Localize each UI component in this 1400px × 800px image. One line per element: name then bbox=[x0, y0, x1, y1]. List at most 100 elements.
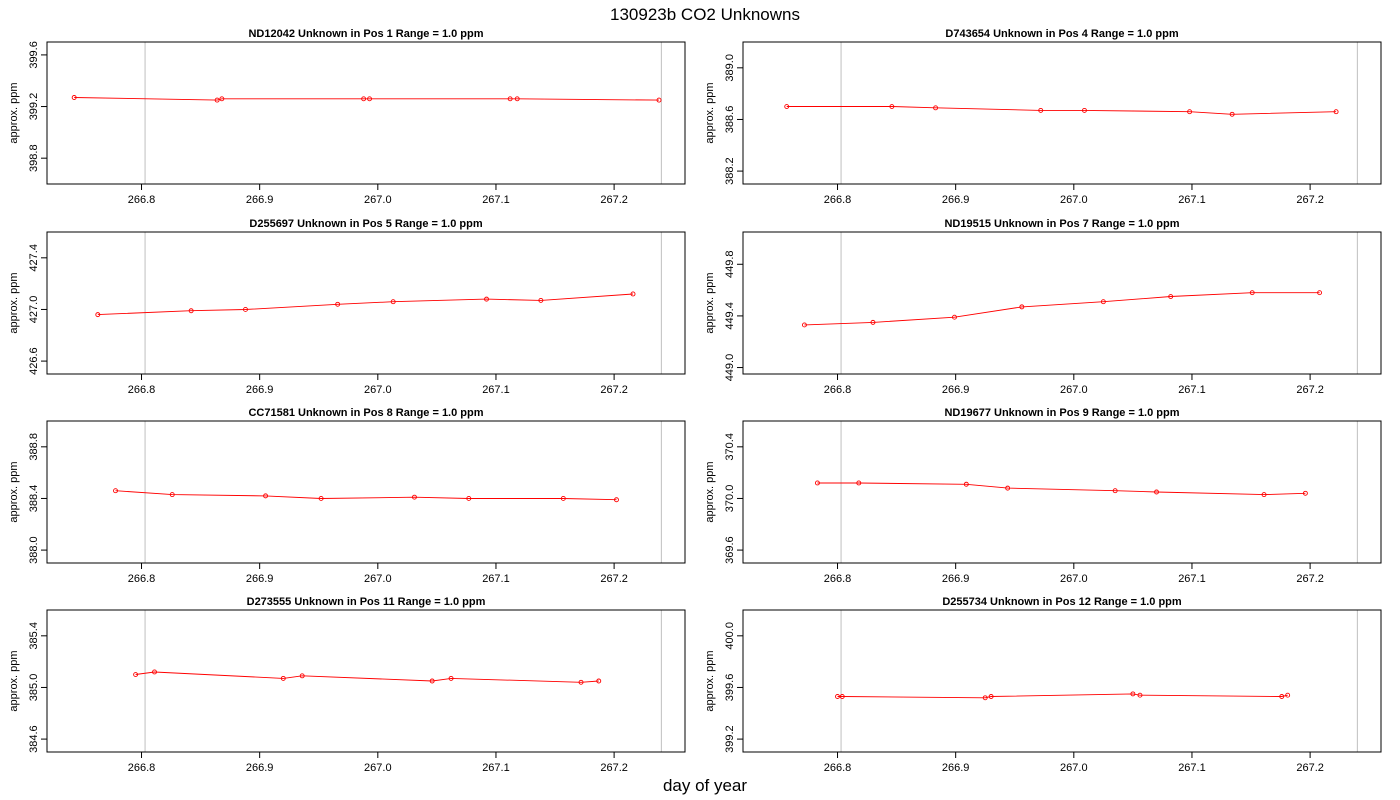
x-tick-label: 266.8 bbox=[128, 384, 156, 396]
y-tick-label: 370.0 bbox=[724, 485, 736, 513]
x-tick-label: 267.0 bbox=[364, 384, 392, 396]
data-point bbox=[801, 322, 807, 328]
data-point bbox=[856, 480, 862, 486]
data-point bbox=[578, 679, 584, 685]
y-tick-label: 388.6 bbox=[724, 106, 736, 134]
data-point bbox=[1302, 490, 1308, 496]
y-tick-label: 399.6 bbox=[724, 674, 736, 702]
x-tick-label: 267.2 bbox=[600, 573, 628, 585]
data-point bbox=[814, 480, 820, 486]
data-point bbox=[1100, 299, 1106, 305]
x-tick-label: 267.1 bbox=[1178, 194, 1206, 206]
data-point bbox=[514, 96, 520, 102]
x-tick-label: 267.1 bbox=[1178, 573, 1206, 585]
x-tick-label: 267.0 bbox=[364, 194, 392, 206]
x-tick-label: 267.0 bbox=[364, 762, 392, 774]
data-point bbox=[448, 675, 454, 681]
data-point bbox=[318, 496, 324, 501]
panel-2: D743654 Unknown in Pos 4 Range = 1.0 ppm… bbox=[704, 28, 1382, 206]
data-point bbox=[614, 497, 619, 503]
y-axis-label: approx. ppm bbox=[704, 82, 716, 143]
x-tick-label: 267.2 bbox=[600, 762, 628, 774]
y-tick-label: 398.8 bbox=[28, 144, 40, 172]
x-axis-label: day of year bbox=[663, 776, 747, 795]
data-point bbox=[538, 297, 544, 303]
data-point bbox=[113, 488, 118, 494]
y-tick-label: 369.6 bbox=[724, 536, 736, 564]
data-point bbox=[952, 314, 957, 320]
data-point bbox=[1229, 111, 1235, 117]
panel-title: D743654 Unknown in Pos 4 Range = 1.0 ppm bbox=[945, 28, 1178, 40]
series-line bbox=[804, 292, 1320, 326]
x-tick-label: 267.2 bbox=[1296, 762, 1324, 774]
data-point bbox=[1081, 107, 1087, 113]
data-point bbox=[630, 291, 636, 297]
x-tick-label: 267.2 bbox=[600, 384, 628, 396]
y-axis-label: approx. ppm bbox=[8, 650, 20, 711]
data-point bbox=[596, 678, 602, 684]
data-point bbox=[169, 492, 175, 498]
x-tick-label: 267.0 bbox=[1060, 384, 1088, 396]
y-tick-label: 449.4 bbox=[724, 302, 736, 330]
data-point bbox=[784, 104, 790, 109]
plot-frame bbox=[742, 609, 1382, 753]
data-point bbox=[429, 678, 435, 684]
x-tick-label: 266.8 bbox=[128, 573, 156, 585]
x-tick-label: 266.9 bbox=[246, 573, 274, 585]
x-tick-label: 266.9 bbox=[246, 194, 274, 206]
x-tick-label: 267.0 bbox=[1060, 762, 1088, 774]
data-point bbox=[71, 95, 77, 100]
x-tick-label: 267.1 bbox=[1178, 762, 1206, 774]
x-tick-label: 267.1 bbox=[482, 194, 510, 206]
x-tick-label: 266.8 bbox=[824, 194, 852, 206]
y-tick-label: 385.4 bbox=[28, 622, 40, 650]
series-line bbox=[97, 293, 634, 316]
panel-1: ND12042 Unknown in Pos 1 Range = 1.0 ppm… bbox=[8, 28, 686, 206]
data-point bbox=[889, 104, 895, 109]
data-point bbox=[982, 695, 988, 701]
y-tick-label: 388.2 bbox=[724, 157, 736, 185]
panel-6: ND19677 Unknown in Pos 9 Range = 1.0 ppm… bbox=[704, 407, 1382, 585]
data-point bbox=[335, 301, 341, 307]
series-line bbox=[817, 482, 1306, 496]
y-tick-label: 427.4 bbox=[28, 244, 40, 272]
data-point bbox=[1130, 691, 1136, 697]
data-point bbox=[835, 694, 840, 699]
y-axis-label: approx. ppm bbox=[704, 272, 716, 333]
data-point bbox=[1317, 290, 1323, 296]
x-tick-label: 266.9 bbox=[942, 573, 970, 585]
y-tick-label: 389.0 bbox=[724, 54, 736, 82]
panel-8: D255734 Unknown in Pos 12 Range = 1.0 pp… bbox=[704, 596, 1382, 774]
y-tick-label: 399.6 bbox=[28, 41, 40, 69]
x-tick-label: 267.1 bbox=[482, 573, 510, 585]
x-tick-label: 266.8 bbox=[824, 573, 852, 585]
y-tick-label: 449.8 bbox=[724, 251, 736, 279]
data-point bbox=[214, 97, 220, 103]
panel-title: ND12042 Unknown in Pos 1 Range = 1.0 ppm bbox=[248, 28, 483, 40]
data-point bbox=[1333, 109, 1339, 115]
data-point bbox=[390, 299, 396, 305]
panel-title: D255734 Unknown in Pos 12 Range = 1.0 pp… bbox=[942, 596, 1182, 608]
y-tick-label: 388.4 bbox=[28, 485, 40, 513]
x-tick-label: 266.9 bbox=[942, 762, 970, 774]
y-tick-label: 449.0 bbox=[724, 354, 736, 382]
figure-title: 130923b CO2 Unknowns bbox=[610, 5, 800, 24]
panel-title: CC71581 Unknown in Pos 8 Range = 1.0 ppm bbox=[248, 407, 483, 419]
panel-title: ND19515 Unknown in Pos 7 Range = 1.0 ppm bbox=[944, 218, 1179, 230]
y-tick-label: 399.2 bbox=[28, 93, 40, 121]
y-axis-label: approx. ppm bbox=[704, 650, 716, 711]
data-point bbox=[1112, 488, 1118, 494]
x-tick-label: 267.2 bbox=[1296, 384, 1324, 396]
series-line bbox=[786, 106, 1337, 115]
panel-title: ND19677 Unknown in Pos 9 Range = 1.0 ppm bbox=[944, 407, 1179, 419]
series-line bbox=[135, 671, 599, 683]
x-tick-label: 267.1 bbox=[482, 384, 510, 396]
x-tick-label: 267.1 bbox=[1178, 384, 1206, 396]
panel-title: D273555 Unknown in Pos 11 Range = 1.0 pp… bbox=[247, 596, 486, 608]
y-tick-label: 384.6 bbox=[28, 725, 40, 753]
series-line bbox=[837, 693, 1288, 699]
data-point bbox=[988, 694, 994, 699]
y-tick-label: 388.0 bbox=[28, 536, 40, 564]
x-tick-label: 266.8 bbox=[128, 762, 156, 774]
